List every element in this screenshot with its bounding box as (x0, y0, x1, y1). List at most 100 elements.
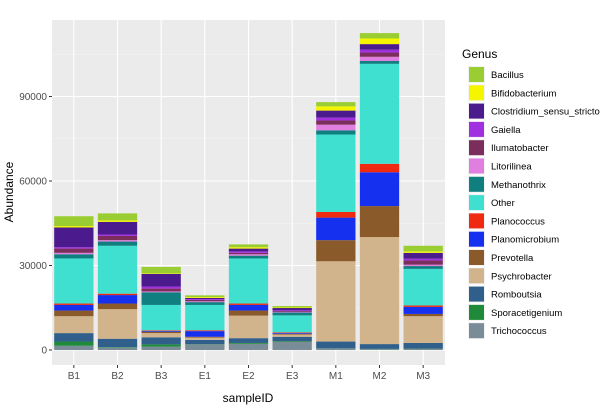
bar-segment (229, 256, 268, 259)
bar-segment (360, 53, 399, 57)
legend-key (469, 250, 484, 265)
legend-label: Methanothrix (491, 180, 546, 191)
legend-key (469, 232, 484, 247)
legend-title: Genus (462, 47, 497, 61)
bar-segment (404, 316, 443, 343)
bar-segment (185, 298, 224, 299)
bar-segment (142, 332, 181, 333)
bar-segment (404, 305, 443, 306)
bar-segment (273, 308, 312, 310)
bar-segment (360, 38, 399, 44)
bar-segment (98, 242, 137, 246)
bar-segment (98, 339, 137, 347)
bar-segment (273, 306, 312, 307)
x-tick-label: E3 (286, 371, 299, 382)
legend-key (469, 268, 484, 283)
bar-segment (54, 226, 93, 227)
bar-segment (185, 344, 224, 350)
bar-segment (54, 346, 93, 350)
bar-segment (316, 240, 355, 261)
bar-segment (185, 305, 224, 330)
bar-segment (142, 337, 181, 344)
bar-segment (273, 307, 312, 308)
bar-segment (229, 343, 268, 344)
bar-segment (142, 331, 181, 332)
x-tick-label: B3 (155, 371, 168, 382)
legend-label: Planomicrobium (491, 235, 559, 246)
bar-segment (185, 331, 224, 337)
bar-segment (404, 265, 443, 266)
legend-label: Bifidobacterium (491, 88, 557, 99)
legend-label: Bacillus (491, 70, 524, 81)
bar-segment (273, 313, 312, 316)
x-tick-label: M2 (373, 371, 387, 382)
legend-key (469, 159, 484, 174)
bar-segment (316, 342, 355, 349)
bar-segment (404, 314, 443, 316)
y-tick-label: 60000 (19, 177, 47, 188)
bar-segment (404, 246, 443, 252)
legend-label: Prevotella (491, 253, 534, 264)
legend-label: Clostridium_sensu_stricto (491, 107, 600, 118)
bar-segment (273, 312, 312, 313)
legend-key (469, 177, 484, 192)
bar-segment (229, 247, 268, 248)
bar-segment (142, 267, 181, 273)
bar-segment (273, 311, 312, 312)
bar-segment (316, 218, 355, 241)
legend-label: Sporacetigenium (491, 308, 562, 319)
legend-key (469, 140, 484, 155)
bar-segment (54, 305, 93, 311)
legend-key (469, 67, 484, 82)
legend-key (469, 323, 484, 338)
bar-segment (142, 273, 181, 274)
bar-segment (98, 347, 137, 348)
bar-segment (98, 222, 137, 235)
bar-segment (360, 44, 399, 50)
bar-segment (316, 125, 355, 131)
bar-segment (316, 349, 355, 350)
y-tick-label: 0 (41, 346, 47, 357)
bar-segment (360, 172, 399, 206)
legend-label: Litorilinea (491, 162, 532, 173)
bar-segment (142, 344, 181, 346)
bar-segment (360, 50, 399, 53)
bar-segment (404, 343, 443, 349)
bar-segment (185, 299, 224, 300)
bar-segment (185, 340, 224, 344)
bar-segment (229, 258, 268, 303)
y-axis-title: Abundance (2, 161, 16, 222)
bar-segment (404, 259, 443, 261)
x-tick-label: E1 (199, 371, 212, 382)
bar-segment (229, 249, 268, 252)
bar-segment (229, 344, 268, 350)
bar-segment (316, 212, 355, 218)
bar-segment (316, 118, 355, 121)
y-tick-label: 30000 (19, 261, 47, 272)
bar-segment (185, 330, 224, 331)
bar-segment (360, 57, 399, 61)
bar-segment (404, 307, 443, 314)
legend-key (469, 104, 484, 119)
bar-segment (54, 227, 93, 247)
bar-segment (185, 302, 224, 305)
bar-segment (98, 295, 137, 303)
legend-label: Other (491, 198, 515, 209)
bar-segment (54, 342, 93, 346)
bar-segment (273, 332, 312, 333)
bar-segment (229, 254, 268, 255)
legend-key (469, 122, 484, 137)
bar-segment (273, 333, 312, 334)
bar-segment (185, 295, 224, 297)
bar-segment (404, 251, 443, 252)
legend-label: Romboutsia (491, 290, 542, 301)
bar-segment (273, 337, 312, 341)
x-tick-label: B2 (111, 371, 124, 382)
bar-segment (404, 349, 443, 350)
bar-segment (98, 236, 137, 240)
bar-segment (98, 304, 137, 310)
bar-segment (54, 253, 93, 254)
bar-segment (229, 338, 268, 343)
